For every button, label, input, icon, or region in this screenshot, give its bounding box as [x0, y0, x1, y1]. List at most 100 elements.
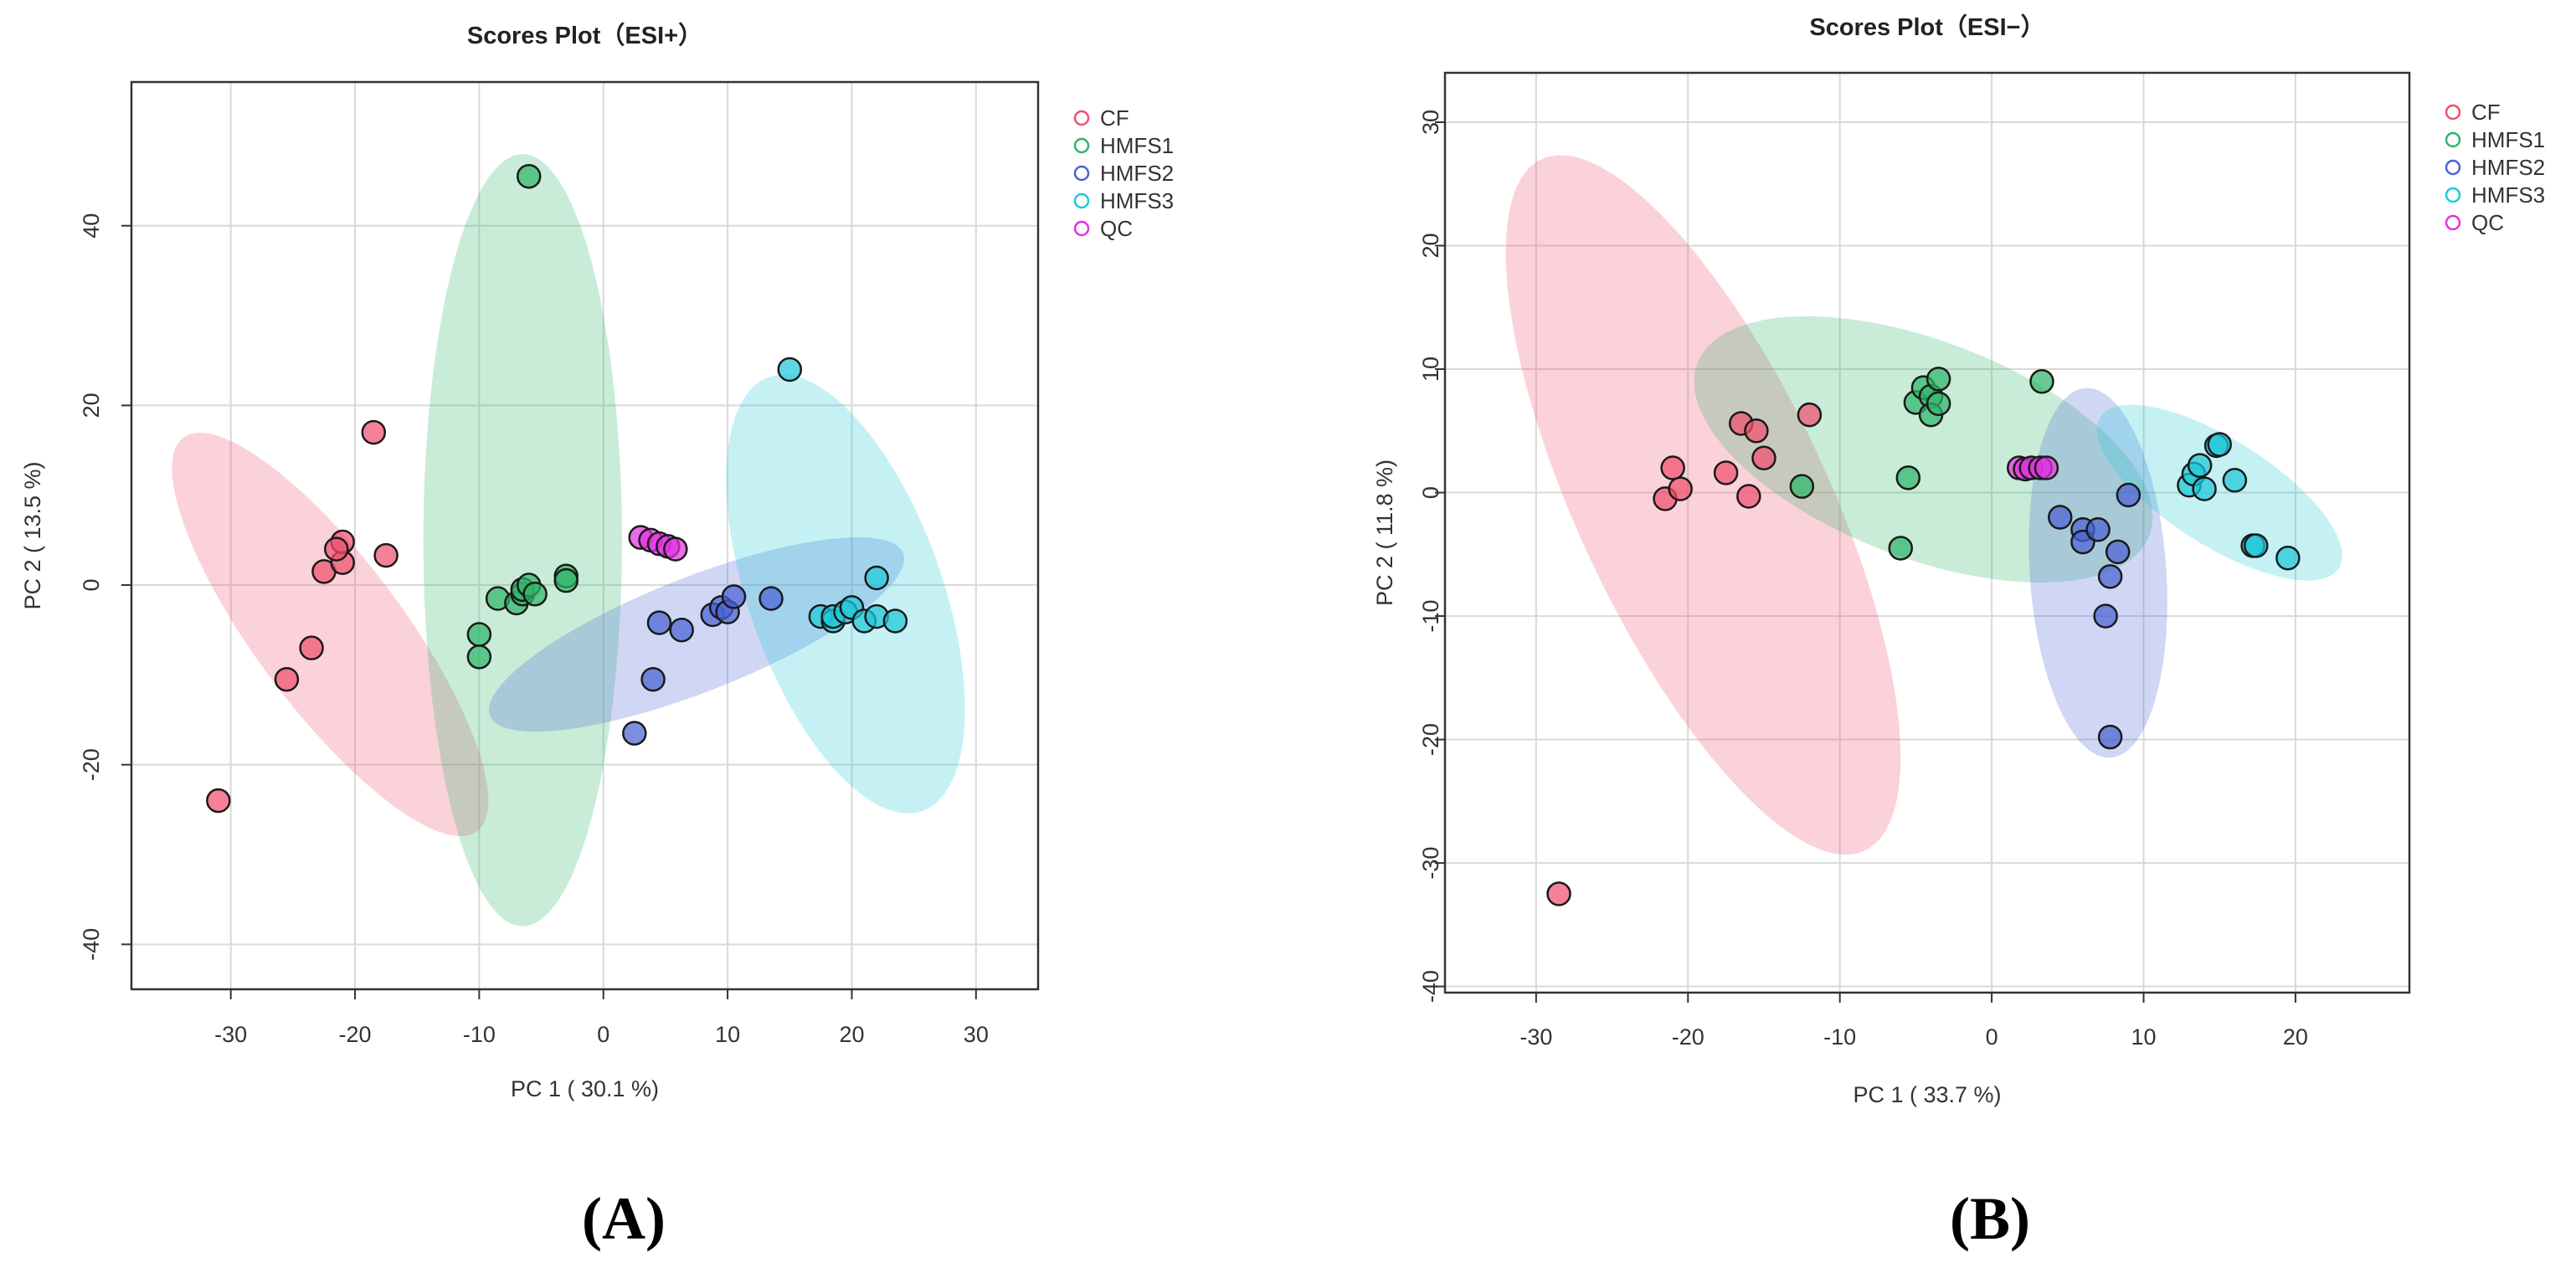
- chart-a-legend-marker-qc: [1073, 220, 1090, 237]
- chart-b-point-hmfs3: [2222, 468, 2248, 493]
- chart-a-y-tick-label: -40: [79, 928, 104, 961]
- chart-b-point-hmfs2: [2116, 482, 2142, 508]
- chart-a-plot-frame: [130, 80, 1040, 991]
- chart-a-point-qc: [663, 536, 688, 562]
- chart-b-point-hmfs3: [2244, 533, 2269, 558]
- chart-b-y-ticks: -40 -30 -20 -10 0 10 20 30: [1418, 110, 1445, 1003]
- chart-b-legend-marker-cf: [2445, 104, 2461, 121]
- chart-b-legend-marker-hmfs2: [2445, 159, 2461, 176]
- chart-b-grid: [1445, 73, 2409, 993]
- chart-b-point-hmfs2: [2085, 517, 2111, 542]
- chart-b-point-hmfs3: [2207, 432, 2232, 457]
- chart-b-point-hmfs2: [2047, 505, 2073, 530]
- chart-a-legend-marker-hmfs2: [1073, 165, 1090, 182]
- chart-b-point-hmfs1: [2029, 369, 2054, 394]
- chart-b-point-cf: [1744, 418, 1769, 444]
- chart-a-x-axis-label: PC 1 ( 30.1 %): [511, 1076, 659, 1101]
- chart-a-x-tick-label: 20: [839, 1022, 864, 1047]
- chart-b-legend-label-hmfs3: HMFS3: [2471, 182, 2545, 208]
- chart-b-legend-label-cf: CF: [2471, 100, 2501, 125]
- chart-b-legend-label-hmfs2: HMFS2: [2471, 155, 2545, 180]
- chart-a-point-cf: [373, 542, 398, 568]
- chart-b-series-cf: [1546, 402, 1823, 906]
- chart-a-point-cf: [206, 788, 231, 814]
- chart-a-point-hmfs1: [466, 622, 492, 647]
- chart-b-legend-marker-hmfs1: [2445, 131, 2461, 148]
- chart-b-x-tick-label: -30: [1519, 1024, 1552, 1050]
- chart-a-legend-marker-hmfs1: [1073, 137, 1090, 154]
- chart-b-x-tick-label: -10: [1823, 1024, 1856, 1050]
- chart-a-legend-label-cf: CF: [1100, 105, 1129, 131]
- chart-b-point-hmfs3: [2187, 453, 2213, 478]
- chart-b-legend-label-hmfs1: HMFS1: [2471, 127, 2545, 152]
- chart-b-ellipse-hmfs1: [1694, 316, 2153, 583]
- chart-a-point-hmfs1: [553, 567, 578, 593]
- chart-a-series-cf: [206, 419, 398, 814]
- chart-a-x-tick-label: 30: [964, 1022, 989, 1047]
- chart-a-y-tick-label: 40: [79, 213, 104, 239]
- chart-a-series-hmfs3: [777, 357, 908, 634]
- chart-panel-b: -30 -20 -10 0 10 20 -40 -30 -20 -10 0 10 20 30 Scores …: [1372, 13, 2545, 1252]
- chart-b-point-hmfs1: [1895, 465, 1921, 490]
- chart-b-x-tick-label: -20: [1672, 1024, 1704, 1050]
- chart-a-title: Scores Plot（ESI+）: [467, 22, 702, 49]
- chart-a-point-hmfs3: [777, 357, 803, 382]
- chart-a-ellipses: [172, 153, 965, 927]
- chart-b-point-hmfs3: [2275, 545, 2301, 571]
- chart-b-point-cf: [1546, 881, 1571, 906]
- chart-b-ellipses: [1505, 155, 2342, 855]
- chart-b-point-hmfs1: [1926, 391, 1951, 417]
- chart-a-ellipse-cf: [172, 433, 489, 836]
- chart-b-x-tick-label: 20: [2283, 1024, 2308, 1050]
- chart-a-point-cf: [274, 666, 300, 692]
- chart-b-point-hmfs2: [2105, 539, 2131, 565]
- chart-a-point-hmfs2: [646, 610, 672, 635]
- chart-a-point-hmfs2: [669, 617, 694, 643]
- chart-b-point-hmfs1: [1888, 536, 1914, 561]
- chart-b-panel-label: (B): [1950, 1185, 2030, 1252]
- chart-b-series-qc: [2007, 455, 2059, 482]
- chart-b-series-hmfs3: [2177, 432, 2301, 571]
- chart-b-y-tick-label: -10: [1418, 600, 1443, 633]
- chart-a-legend-label-hmfs3: HMFS3: [1100, 188, 1174, 213]
- chart-b-x-ticks: -30 -20 -10 0 10 20: [1519, 993, 2308, 1050]
- chart-a-point-cf: [324, 536, 349, 562]
- chart-b-ellipse-hmfs2: [2028, 388, 2167, 758]
- chart-a-point-hmfs3: [882, 608, 908, 634]
- chart-a-point-hmfs2: [622, 721, 647, 746]
- chart-a-x-tick-label: -20: [339, 1022, 372, 1047]
- chart-b-point-hmfs1: [1926, 367, 1951, 392]
- chart-b-x-axis-label: PC 1 ( 33.7 %): [1853, 1082, 2001, 1107]
- chart-a-x-ticks: -30 -20 -10 0 10 20 30: [214, 989, 989, 1047]
- chart-b-point-hmfs2: [2097, 724, 2123, 750]
- chart-b-y-tick-label: -30: [1418, 847, 1443, 880]
- chart-a-x-tick-label: 0: [597, 1022, 609, 1047]
- chart-a-ellipse-hmfs2: [488, 536, 905, 732]
- chart-a-point-hmfs1: [522, 582, 548, 607]
- chart-a-x-tick-label: 10: [715, 1022, 740, 1047]
- chart-b-legend-marker-hmfs3: [2445, 187, 2461, 203]
- chart-a-y-ticks: -40 -20 0 20 40: [79, 213, 131, 961]
- chart-b-y-tick-label: 30: [1418, 110, 1443, 135]
- chart-a-point-hmfs2: [758, 586, 784, 611]
- chart-b-point-hmfs2: [2097, 564, 2123, 589]
- chart-a-legend-label-hmfs1: HMFS1: [1100, 133, 1174, 158]
- chart-b-point-cf: [1713, 460, 1739, 485]
- chart-b-y-tick-label: -20: [1418, 723, 1443, 756]
- chart-a-x-tick-label: -30: [214, 1022, 247, 1047]
- chart-b-point-cf: [1797, 402, 1823, 428]
- chart-b-ellipse-hmfs3: [2096, 404, 2342, 581]
- chart-a-series-hmfs2: [622, 584, 784, 746]
- chart-b-point-cf: [1736, 484, 1761, 509]
- chart-a-series-qc: [628, 525, 688, 562]
- chart-a-point-hmfs2: [721, 584, 747, 609]
- chart-a-legend-marker-cf: [1073, 110, 1090, 126]
- chart-b-y-tick-label: 0: [1418, 486, 1443, 499]
- chart-a-point-hmfs1: [466, 644, 492, 670]
- chart-b-point-cf: [1668, 476, 1693, 501]
- chart-a-y-tick-label: 0: [79, 579, 104, 592]
- chart-b-point-hmfs3: [2192, 476, 2217, 501]
